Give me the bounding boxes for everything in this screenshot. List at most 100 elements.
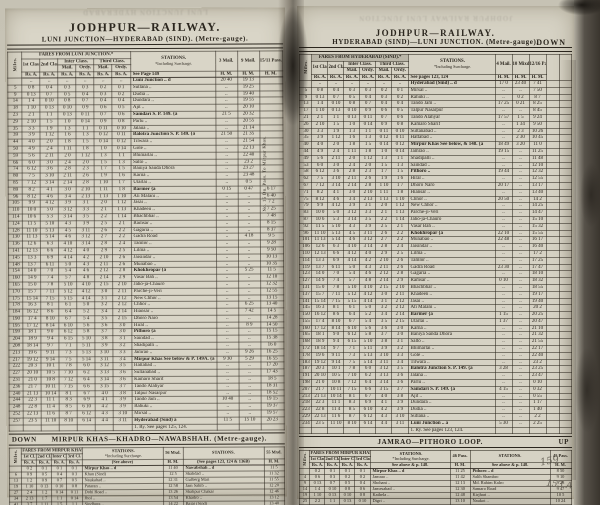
data-cell	[545, 161, 560, 170]
data-cell: 21 0	[311, 379, 329, 387]
data-cell: ..	[511, 297, 530, 306]
station-cell: Jaisindar ..	[407, 243, 496, 251]
data-cell: 3 3	[311, 127, 329, 136]
data-cell: 7 8	[327, 283, 345, 292]
stations-header: STATIONS.	[469, 450, 551, 464]
data-cell: ..	[494, 215, 513, 224]
data-cell: 15 7	[311, 290, 329, 299]
data-cell: 7 0	[327, 270, 345, 279]
data-cell: ..	[511, 311, 530, 319]
data-cell: ..	[511, 290, 530, 299]
data-cell: 3 9	[359, 222, 377, 231]
data-cell: 0 10	[391, 127, 409, 136]
data-cell: ..	[494, 188, 513, 197]
data-cell: 5 14	[359, 358, 377, 367]
data-cell: 18 49	[494, 141, 513, 149]
station-cell: Tando Jam ..	[407, 100, 496, 109]
data-cell	[545, 154, 560, 163]
station-cell: Saindad ..	[407, 161, 496, 170]
bottom-title-text: MIRPUR KHAS—KHADRO—NAWABSHAH.	[51, 435, 212, 444]
data-cell: 10 11	[327, 385, 345, 394]
station-cell: Jaho-ja-Chauro	[407, 215, 496, 224]
station-cell: Hiansar ..	[407, 188, 496, 197]
data-cell: 3 10	[375, 351, 393, 360]
stations-header: STATIONS. *Including Surcharge.	[369, 450, 451, 464]
data-cell: 0 7	[375, 113, 393, 122]
data-cell: 3 4	[391, 358, 409, 367]
right-page-subtitle: HYDERABAD (SIND)—LUNI JUNCTION. (Metre-g…	[297, 38, 574, 47]
class-header: Inter Class.	[343, 60, 377, 68]
down-label: DOWN	[11, 435, 37, 445]
data-cell	[545, 379, 560, 387]
data-cell: 5 0	[327, 209, 345, 217]
data-cell: 6 10	[343, 324, 361, 333]
data-cell	[545, 317, 560, 326]
data-cell: 3 1	[359, 202, 377, 211]
station-cell: Chhor ..	[407, 195, 496, 204]
data-cell: ..	[494, 270, 513, 279]
data-cell	[545, 263, 560, 272]
data-cell: ..	[511, 277, 530, 285]
data-cell: ..	[494, 243, 513, 251]
station-cell: Samdari S. P. 149. {a	[407, 385, 496, 394]
station-cell: Dudia ..	[407, 406, 496, 415]
data-cell: 1 4	[311, 100, 329, 109]
data-cell	[545, 290, 560, 299]
data-cell: 20 17	[494, 181, 513, 190]
currency-subheader: Rs. A.	[354, 462, 371, 470]
data-cell: 2 1	[311, 113, 329, 122]
data-cell: 1 11	[343, 147, 361, 156]
data-cell: 1 9	[375, 175, 393, 183]
data-cell: 1 1	[359, 127, 377, 136]
data-cell: 2 11	[327, 154, 345, 163]
left-page: LUNI JUNCTION HYDERABAD JODHPUR—RAILWAY.…	[4, 7, 288, 505]
bottom-section-title: MIRPUR KHAS—KHADRO—NAWABSHAH. (Metre-gau…	[37, 435, 282, 444]
left-page-title: JODHPUR—RAILWAY.	[69, 19, 221, 35]
data-cell: 4 5	[343, 229, 361, 238]
data-cell: ..	[359, 80, 377, 88]
data-cell: ..	[494, 256, 513, 265]
right-bottom-band: JAMRAO—PITHORO LOOP. UP	[299, 436, 572, 449]
data-cell: ..	[494, 379, 513, 387]
data-cell: 20 25	[528, 311, 547, 319]
data-cell: 0 4	[327, 86, 345, 95]
data-cell: ..	[511, 147, 530, 156]
data-cell: ..	[511, 209, 530, 217]
data-cell: 1 5	[327, 120, 345, 129]
data-cell: 18 55	[528, 283, 547, 292]
left-bottom-table-header: Miles. FARES FROM MIRPUR KHAS STATIONS. …	[9, 447, 284, 467]
data-cell: 8 7	[528, 93, 547, 102]
data-cell: 2 6	[391, 256, 409, 265]
data-cell: 2 1	[391, 222, 409, 231]
data-cell: 1 8	[343, 141, 361, 149]
data-cell	[545, 222, 560, 231]
data-cell: 0 9	[359, 107, 377, 115]
train-col-header: 56 Mxd.	[162, 447, 183, 460]
data-cell: 1 3	[343, 127, 361, 136]
data-cell: 0 13	[327, 107, 345, 115]
data-cell: ..	[327, 80, 345, 88]
data-cell: ..	[511, 331, 530, 340]
data-cell: 7 15	[343, 385, 361, 394]
data-cell: ..	[494, 392, 513, 401]
currency-subheader: Rs. A.	[343, 73, 361, 81]
station-cell: Shadipalli ..	[407, 154, 496, 163]
scan-smudge	[570, 330, 600, 450]
data-cell: 22 8	[311, 406, 329, 415]
currency-subheader: Rs. A.	[21, 460, 37, 467]
data-cell: 8 5	[343, 406, 361, 415]
data-cell	[41, 424, 60, 432]
data-cell: 0 10	[343, 107, 361, 115]
station-cell: Karna ..	[407, 324, 496, 333]
data-cell: 17 47	[528, 263, 547, 272]
